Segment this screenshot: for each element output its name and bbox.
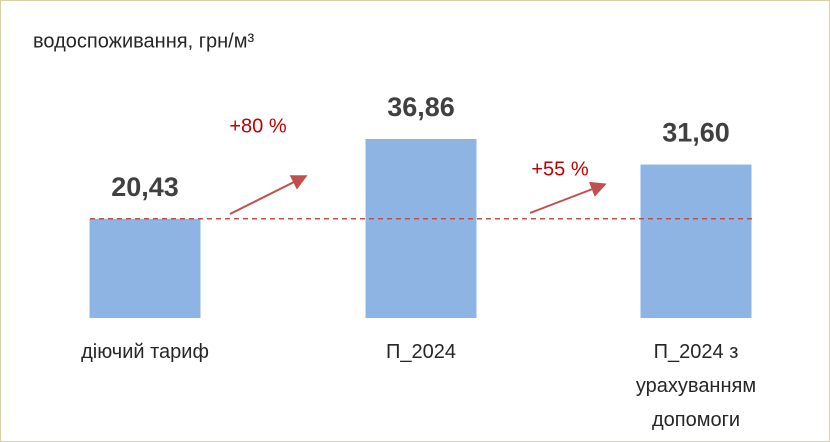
- annotation: +55 %: [531, 158, 588, 180]
- bar: [89, 218, 201, 318]
- bar: [365, 139, 477, 318]
- annotation: +80 %: [229, 115, 286, 137]
- value-label: 36,86: [387, 92, 455, 122]
- bar: [640, 164, 752, 318]
- arrow: [229, 175, 308, 215]
- category-label: діючий тариф: [81, 341, 209, 363]
- chart-title: водоспоживання, грн/м³: [33, 30, 254, 52]
- category-label: П_2024 з урахуванням допомоги: [635, 341, 757, 431]
- arrow: [529, 181, 607, 214]
- value-label: 31,60: [662, 118, 730, 148]
- value-label: 20,43: [111, 172, 179, 202]
- category-label: П_2024: [386, 341, 456, 363]
